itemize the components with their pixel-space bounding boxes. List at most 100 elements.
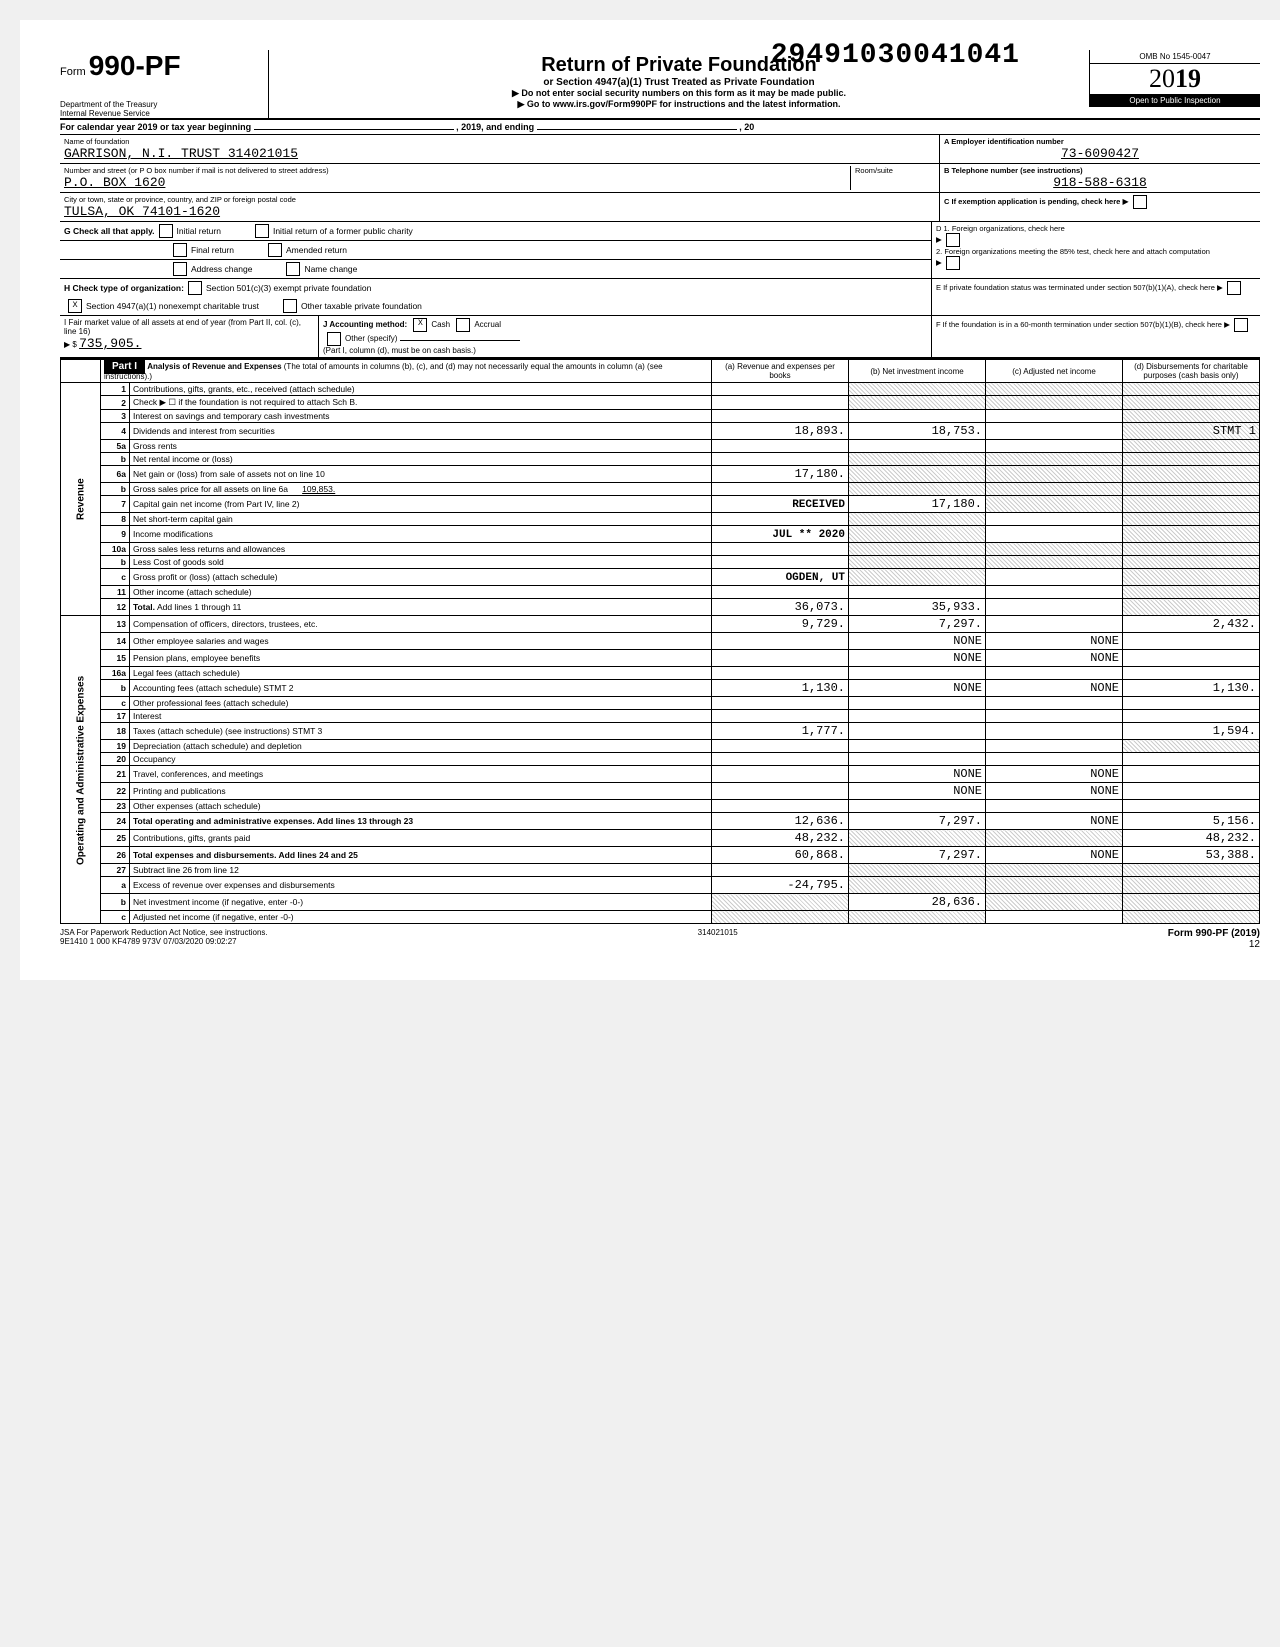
page-footer: JSA For Paperwork Reduction Act Notice, … — [60, 928, 1260, 950]
col-c-val — [986, 740, 1123, 753]
j-other: Other (specify) — [345, 334, 397, 343]
e-ck[interactable] — [1227, 281, 1241, 295]
ein-value: 73-6090427 — [944, 146, 1256, 161]
line-num: 21 — [101, 766, 130, 783]
g-initial: Initial return — [177, 226, 221, 236]
col-a-val — [712, 453, 849, 466]
form-instr1: Do not enter social security numbers on … — [279, 88, 1079, 99]
phone-value: 918-588-6318 — [944, 175, 1256, 190]
col-a-val — [712, 396, 849, 410]
line-desc: Net gain or (loss) from sale of assets n… — [130, 466, 712, 483]
table-row: 12Total. Add lines 1 through 1136,073.35… — [61, 599, 1260, 616]
g-final-ck[interactable] — [173, 243, 187, 257]
col-a-val — [712, 697, 849, 710]
col-b-val: NONE — [849, 766, 986, 783]
table-row: 25Contributions, gifts, grants paid48,23… — [61, 830, 1260, 847]
g-amended-ck[interactable] — [268, 243, 282, 257]
col-a-val: 48,232. — [712, 830, 849, 847]
g-check-row2: Final return Amended return — [60, 241, 931, 260]
table-row: bLess Cost of goods sold — [61, 556, 1260, 569]
col-d-val — [1123, 766, 1260, 783]
col-c-val — [986, 753, 1123, 766]
col-d-val: 48,232. — [1123, 830, 1260, 847]
j-cash-ck[interactable]: X — [413, 318, 427, 332]
h-4947-ck[interactable]: X — [68, 299, 82, 313]
line-num: c — [101, 911, 130, 924]
line-num: c — [101, 569, 130, 586]
line-desc: Contributions, gifts, grants paid — [130, 830, 712, 847]
j-other-ck[interactable] — [327, 332, 341, 346]
form-page: 29491030041041 Form 990-PF Department of… — [20, 20, 1280, 980]
foundation-info: Name of foundation GARRISON, N.I. TRUST … — [60, 135, 1260, 222]
public-inspection: Open to Public Inspection — [1090, 94, 1260, 107]
f-ck[interactable] — [1234, 318, 1248, 332]
table-row: 16aLegal fees (attach schedule) — [61, 667, 1260, 680]
col-a-val — [712, 586, 849, 599]
col-c-val — [986, 911, 1123, 924]
line-num: 16a — [101, 667, 130, 680]
d1-ck[interactable] — [946, 233, 960, 247]
table-row: 9Income modificationsJUL ** 2020 — [61, 526, 1260, 543]
g-name-ck[interactable] — [286, 262, 300, 276]
g-initial-ck[interactable] — [159, 224, 173, 238]
col-b-val — [849, 740, 986, 753]
col-d-val — [1123, 453, 1260, 466]
col-d-val: 1,130. — [1123, 680, 1260, 697]
exempt-checkbox[interactable] — [1133, 195, 1147, 209]
addr-value: P.O. BOX 1620 — [64, 175, 850, 190]
col-c-val — [986, 569, 1123, 586]
col-a-val: JUL ** 2020 — [712, 526, 849, 543]
line-desc: Subtract line 26 from line 12 — [130, 864, 712, 877]
col-d-val — [1123, 710, 1260, 723]
col-b-val: 28,636. — [849, 894, 986, 911]
col-a-val — [712, 556, 849, 569]
col-a-hdr: (a) Revenue and expenses per books — [712, 360, 849, 383]
line-num: 9 — [101, 526, 130, 543]
col-d-val — [1123, 877, 1260, 894]
form-prefix: Form — [60, 66, 86, 78]
dept-treasury: Department of the Treasury — [60, 100, 260, 109]
col-d-val — [1123, 513, 1260, 526]
col-d-val — [1123, 894, 1260, 911]
j-accrual-ck[interactable] — [456, 318, 470, 332]
line-num: b — [101, 556, 130, 569]
line-num: 4 — [101, 423, 130, 440]
col-b-val — [849, 483, 986, 496]
g-addr-change: Address change — [191, 264, 252, 274]
line-num: 13 — [101, 616, 130, 633]
col-b-val: NONE — [849, 783, 986, 800]
line-desc: Other income (attach schedule) — [130, 586, 712, 599]
h-other-ck[interactable] — [283, 299, 297, 313]
irs-label: Internal Revenue Service — [60, 109, 260, 118]
phone-label: B Telephone number (see instructions) — [944, 166, 1256, 175]
col-b-val: 7,297. — [849, 847, 986, 864]
line-num: b — [101, 453, 130, 466]
table-row: 18Taxes (attach schedule) (see instructi… — [61, 723, 1260, 740]
col-a-val — [712, 800, 849, 813]
col-a-val: -24,795. — [712, 877, 849, 894]
g-addr-ck[interactable] — [173, 262, 187, 276]
col-c-val: NONE — [986, 813, 1123, 830]
col-c-val — [986, 513, 1123, 526]
form-number: 990-PF — [89, 50, 181, 81]
h-501c3-ck[interactable] — [188, 281, 202, 295]
table-row: 19Depreciation (attach schedule) and dep… — [61, 740, 1260, 753]
col-d-val — [1123, 556, 1260, 569]
d2-ck[interactable] — [946, 256, 960, 270]
col-a-val — [712, 410, 849, 423]
col-c-val — [986, 556, 1123, 569]
line-desc: Less Cost of goods sold — [130, 556, 712, 569]
j-accrual: Accrual — [474, 320, 501, 329]
g-initial-former-ck[interactable] — [255, 224, 269, 238]
line-num: 19 — [101, 740, 130, 753]
g-final: Final return — [191, 245, 234, 255]
col-c-val — [986, 586, 1123, 599]
footer-jsa: JSA For Paperwork Reduction Act Notice, … — [60, 928, 268, 937]
table-row: 15Pension plans, employee benefitsNONENO… — [61, 650, 1260, 667]
line-num: 6a — [101, 466, 130, 483]
line-num: 14 — [101, 633, 130, 650]
col-c-val — [986, 616, 1123, 633]
col-b-val — [849, 753, 986, 766]
cal-year-a: For calendar year 2019 or tax year begin… — [60, 122, 251, 132]
col-d-val: STMT 1 — [1123, 423, 1260, 440]
